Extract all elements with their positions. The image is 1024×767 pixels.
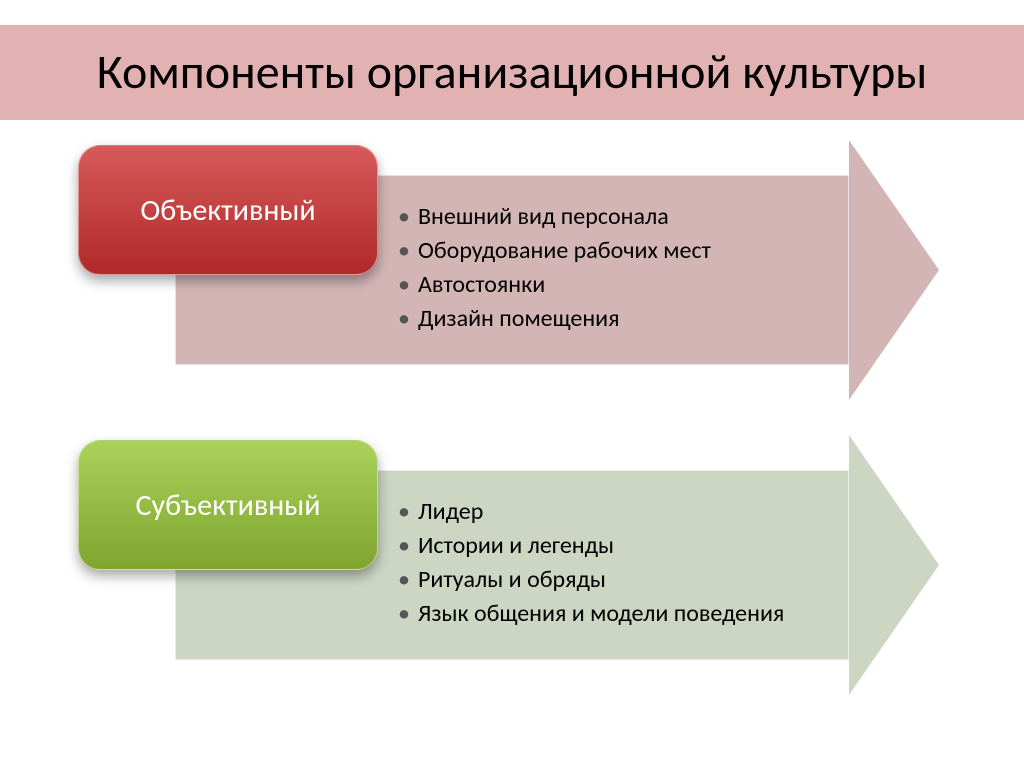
slide-title-bar: Компоненты организационной культуры xyxy=(0,0,1024,145)
item-list-objective: Внешний вид персонала Оборудование рабочи… xyxy=(396,202,838,338)
row-objective: Внешний вид персонала Оборудование рабочи… xyxy=(40,145,984,385)
arrow-head-icon xyxy=(849,435,939,695)
list-item: Ритуалы и обряды xyxy=(396,565,838,595)
list-item: Внешний вид персонала xyxy=(396,202,838,232)
list-item: Дизайн помещения xyxy=(396,304,838,334)
badge-label: Объективный xyxy=(140,192,315,229)
list-item: Автостоянки xyxy=(396,270,838,300)
row-subjective: Лидер Истории и легенды Ритуалы и обряды Яз… xyxy=(40,440,984,680)
list-item: Истории и легенды xyxy=(396,531,838,561)
badge-label: Субъективный xyxy=(136,487,321,524)
arrow-head-icon xyxy=(849,140,939,400)
list-item: Лидер xyxy=(396,497,838,527)
badge-objective: Объективный xyxy=(78,145,378,275)
item-list-subjective: Лидер Истории и легенды Ритуалы и обряды Яз… xyxy=(396,497,838,633)
list-item: Язык общения и модели поведения xyxy=(396,599,838,629)
badge-subjective: Субъективный xyxy=(78,440,378,570)
diagram-area: Внешний вид персонала Оборудование рабочи… xyxy=(0,145,1024,680)
slide-title: Компоненты организационной культуры xyxy=(97,46,928,99)
list-item: Оборудование рабочих мест xyxy=(396,236,838,266)
